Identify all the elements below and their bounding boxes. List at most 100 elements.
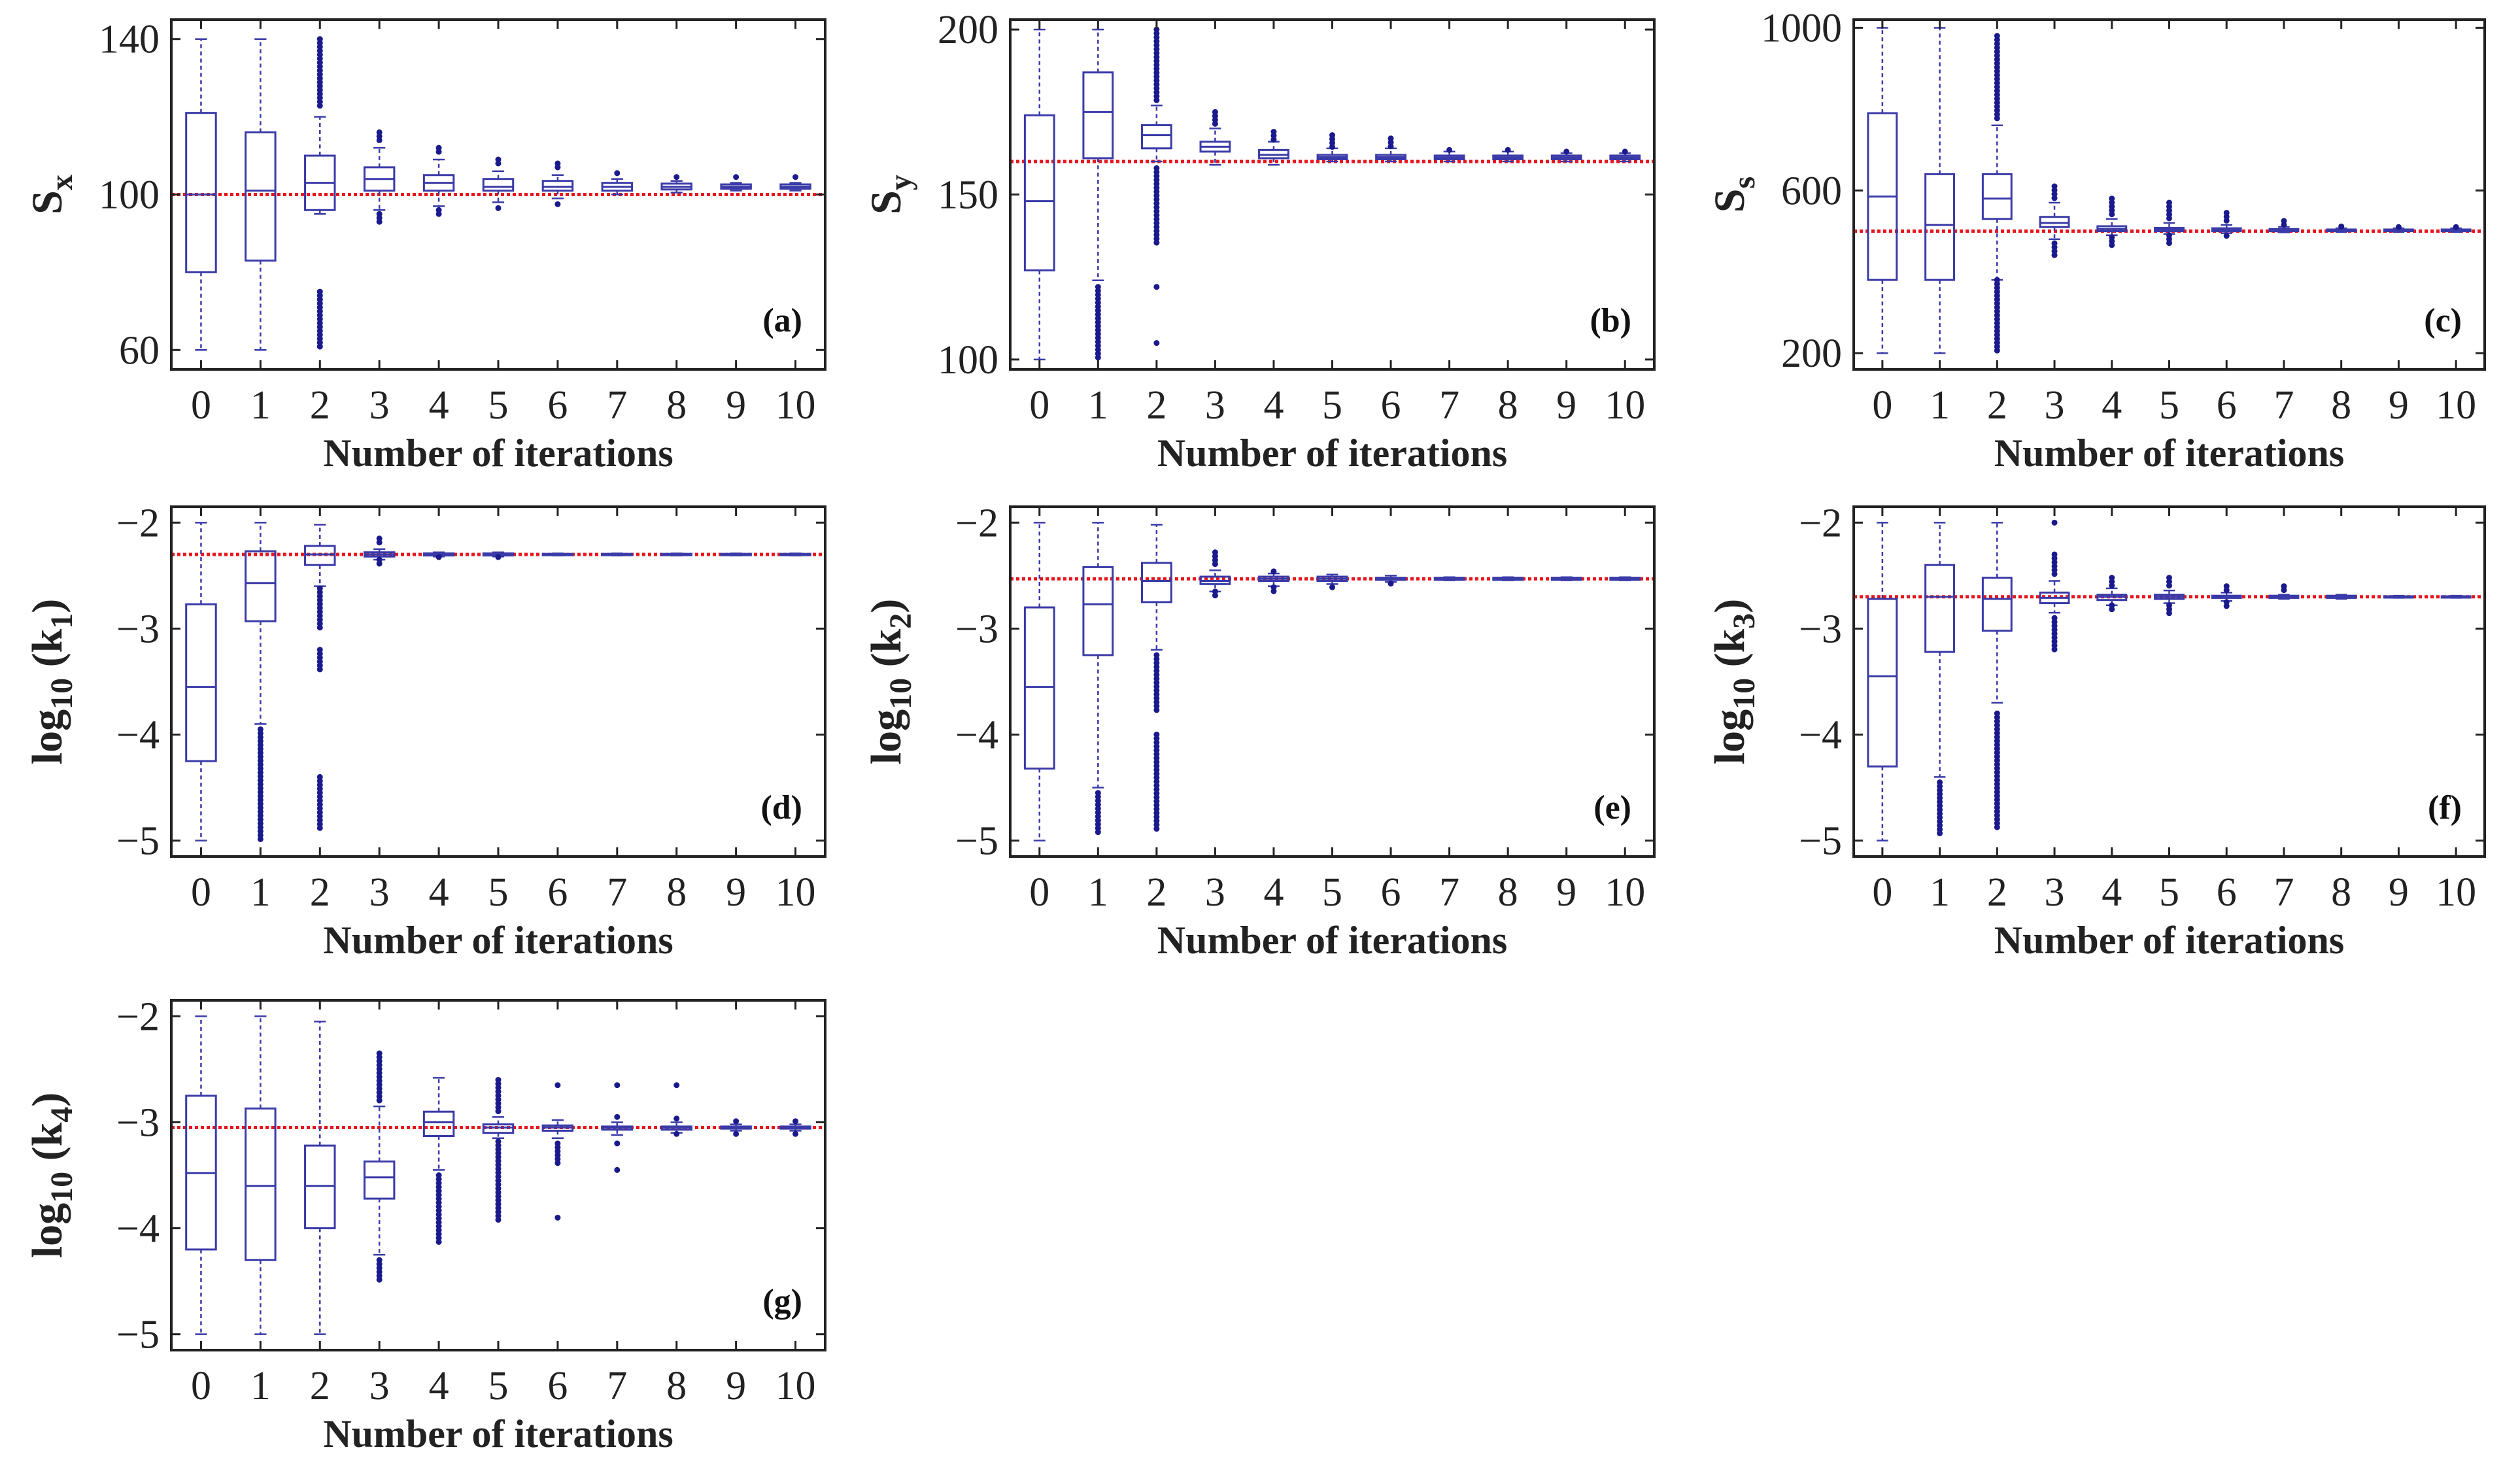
box-iteration-2: [304, 116, 336, 215]
y-tick-label: −3: [116, 607, 160, 651]
box-iteration-10: [779, 552, 811, 556]
x-tick-label: 2: [310, 383, 330, 428]
y-axis-title-part: 4: [44, 1107, 79, 1123]
x-tick-label: 0: [1029, 383, 1049, 428]
x-tick-label: 3: [1205, 870, 1225, 915]
y-tick-label: 100: [99, 173, 160, 218]
outlier-point: [435, 554, 442, 560]
box-iteration-3: [363, 1105, 396, 1256]
y-axis-title-part: log: [24, 709, 71, 764]
outlier-point: [1937, 830, 1943, 837]
box-iteration-0: [1023, 28, 1055, 361]
box-iteration-2: [304, 524, 336, 587]
outlier-point: [554, 201, 561, 207]
y-axis-title-part: (k: [24, 628, 71, 677]
plot-area: [1854, 519, 2485, 841]
y-axis-title-part: (k: [24, 1122, 71, 1171]
y-tick-label: −5: [116, 819, 160, 864]
outlier-point: [2223, 233, 2230, 239]
y-tick-label: 600: [1781, 169, 1842, 213]
x-tick-label: 2: [310, 1364, 330, 1408]
plot-area: [171, 1015, 825, 1335]
y-tick-label: −2: [116, 994, 160, 1039]
y-tick-label: 100: [938, 338, 998, 382]
y-axis-title-part: (k: [1706, 628, 1754, 677]
outlier-point: [376, 218, 383, 225]
outlier-point: [2453, 224, 2459, 230]
x-tick-label: 6: [547, 870, 568, 915]
outlier-point: [495, 1108, 502, 1115]
outlier-point: [2051, 252, 2058, 258]
outlier-point: [2109, 583, 2115, 589]
box-iteration-3: [363, 146, 396, 211]
outlier-point: [1994, 347, 2000, 354]
box-iqr: [185, 112, 217, 273]
x-tick-label: 9: [2389, 870, 2409, 915]
outlier-point: [1446, 146, 1453, 153]
box-iteration-0: [1867, 27, 1898, 354]
outlier-point: [316, 343, 323, 350]
y-axis-title-part: y: [883, 175, 918, 190]
outlier-point: [614, 1082, 621, 1089]
y-axis-title-part: 3: [1727, 613, 1762, 629]
x-tick-label: 2: [1146, 870, 1166, 915]
y-tick-label: −5: [116, 1313, 160, 1357]
box-iqr: [1867, 598, 1898, 768]
outlier-point: [2223, 603, 2230, 609]
x-tick-label: 9: [1556, 870, 1576, 915]
box-iteration-6: [541, 174, 574, 199]
outlier-point: [2338, 223, 2345, 229]
box-iqr: [304, 1144, 336, 1230]
box-iteration-5: [482, 1116, 515, 1140]
outlier-point: [1270, 568, 1277, 575]
x-tick-label: 7: [607, 1364, 627, 1408]
box-iqr: [1082, 71, 1114, 160]
x-tick-label: 10: [775, 1364, 816, 1408]
y-tick-label: 150: [938, 173, 998, 218]
box-iteration-8: [660, 1121, 692, 1134]
box-iteration-9: [720, 552, 752, 556]
box-iteration-8: [660, 180, 692, 194]
y-tick-label: −3: [955, 607, 998, 651]
box-iteration-8: [1492, 576, 1524, 581]
x-axis-title: Number of iterations: [323, 432, 673, 475]
x-tick-label: 3: [369, 383, 390, 428]
outlier-point: [2109, 211, 2115, 218]
plot-area: [1854, 27, 2485, 354]
x-tick-label: 2: [1146, 383, 1166, 428]
box-iteration-3: [1199, 569, 1231, 592]
panel-a: 60 100 140 0 1 2 3 4 5 6 7 8 9 10 Number of iterations…: [24, 18, 826, 475]
box-iteration-10: [779, 182, 811, 192]
x-tick-label: 7: [607, 383, 627, 428]
box-iteration-0: [185, 522, 217, 841]
outlier-point: [1329, 584, 1335, 590]
outlier-point: [792, 1118, 799, 1125]
outlier-point: [1153, 707, 1160, 713]
outlier-point: [1153, 340, 1160, 347]
x-axis-title: Number of iterations: [323, 919, 673, 962]
y-axis-title-part: 10: [44, 1172, 79, 1203]
y-tick-label: −3: [1799, 607, 1842, 651]
y-axis-title-part: 2: [883, 613, 918, 629]
y-axis-title-part: log: [1706, 709, 1754, 764]
x-tick-label: 0: [191, 383, 211, 428]
outlier-point: [376, 1276, 383, 1283]
x-tick-label: 8: [2331, 383, 2351, 428]
x-tick-label: 5: [2159, 870, 2179, 915]
box-iteration-6: [541, 1119, 574, 1140]
x-tick-label: 9: [726, 383, 746, 428]
x-tick-label: 5: [1322, 870, 1342, 915]
y-tick-label: −3: [116, 1100, 160, 1145]
x-tick-label: 8: [2331, 870, 2351, 915]
outlier-point: [1212, 120, 1218, 127]
outlier-point: [495, 160, 502, 167]
x-tick-label: 9: [726, 1364, 746, 1408]
outlier-point: [2166, 240, 2172, 246]
outlier-point: [614, 1140, 621, 1147]
box-iteration-5: [482, 170, 515, 203]
x-tick-label: 8: [666, 870, 687, 915]
y-axis-title: Ss: [1706, 177, 1762, 212]
box-iteration-6: [2211, 592, 2242, 602]
box-iteration-10: [2440, 594, 2472, 599]
x-tick-label: 10: [1605, 383, 1645, 428]
